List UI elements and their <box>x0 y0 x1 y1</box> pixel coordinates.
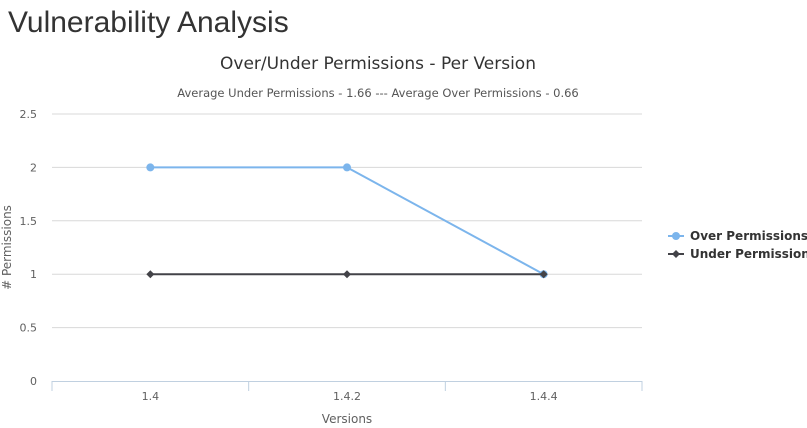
x-axis: 1.4 1.4.2 1.4.4 <box>51 381 643 403</box>
x-tick-label: 1.4.2 <box>333 390 361 403</box>
data-point[interactable] <box>343 163 351 172</box>
page-title: Vulnerability Analysis <box>8 6 289 39</box>
y-tick-label: 0.5 <box>20 322 38 335</box>
legend-label: Under Permissions <box>690 247 807 261</box>
chart-title: Over/Under Permissions - Per Version <box>220 54 536 74</box>
legend-marker <box>672 250 680 258</box>
data-point[interactable] <box>539 270 548 279</box>
chart-subtitle: Average Under Permissions - 1.66 --- Ave… <box>177 86 578 100</box>
x-tick-label: 1.4.4 <box>530 390 558 403</box>
series-group <box>146 163 548 279</box>
y-tick-label: 1.5 <box>20 215 38 228</box>
x-tick-label: 1.4 <box>142 390 160 403</box>
data-point[interactable] <box>146 270 155 279</box>
legend-item[interactable]: Over Permissions <box>668 229 807 243</box>
data-point[interactable] <box>343 270 351 279</box>
y-tick-label: 2.5 <box>20 108 38 121</box>
y-axis: 0 0.5 1 1.5 2 2.5 <box>20 108 38 388</box>
x-axis-title: Versions <box>322 412 372 426</box>
y-tick-label: 2 <box>30 161 37 174</box>
y-axis-title: # Permissions <box>0 205 14 290</box>
y-tick-label: 0 <box>30 375 37 388</box>
data-point[interactable] <box>146 163 155 172</box>
legend-marker <box>672 232 680 240</box>
legend-item[interactable]: Under Permissions <box>668 247 807 261</box>
y-tick-label: 1 <box>30 268 37 281</box>
series-under-permissions[interactable] <box>146 270 548 279</box>
grid <box>52 113 642 329</box>
legend[interactable]: Over Permissions Under Permissions <box>668 229 807 261</box>
legend-label: Over Permissions <box>690 229 807 243</box>
